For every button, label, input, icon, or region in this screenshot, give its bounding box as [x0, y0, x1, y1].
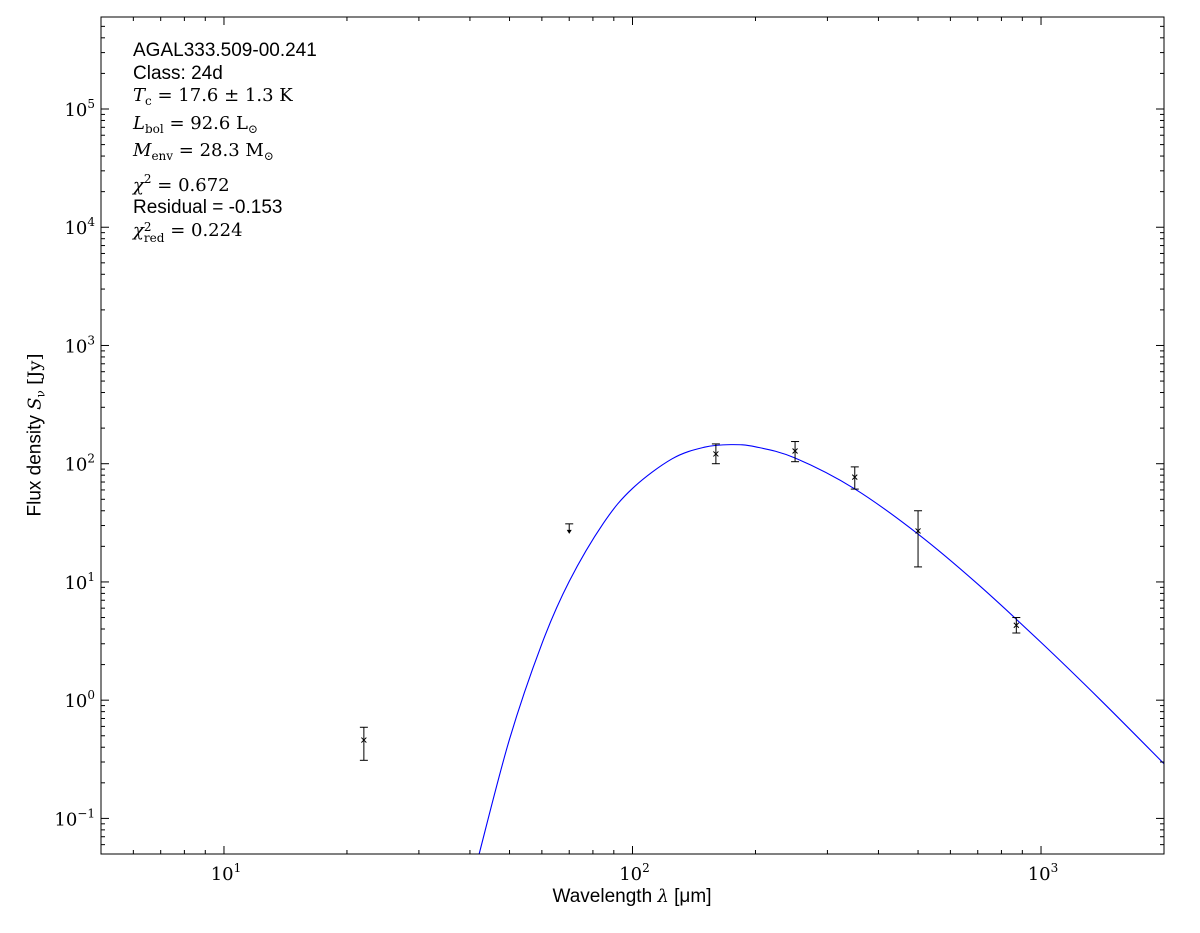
model-group [478, 444, 1164, 854]
data-point [915, 528, 921, 534]
reduced-chi-squared: χ 2 red = 0.224 [133, 219, 243, 245]
residual: Residual = -0.153 [133, 197, 283, 218]
data-point [792, 448, 798, 454]
x-tick-label: 103 [1028, 861, 1059, 885]
upper-limit-arrow [566, 529, 572, 534]
envelope-mass: Menv = 28.3 M⊙ [133, 140, 274, 163]
fit-annotations: AGAL333.509-00.241 Class: 24d Tc = 17.6 … [133, 40, 317, 244]
y-tick-label: 103 [64, 333, 95, 357]
data-point [713, 451, 719, 457]
y-tick-label: 102 [64, 452, 95, 476]
y-tick-label: 100 [64, 688, 95, 712]
temperature: Tc = 17.6 ± 1.3 K [133, 85, 293, 108]
x-tick-label: 102 [619, 861, 650, 885]
chi-squared: χ2 = 0.672 [133, 171, 230, 196]
y-tick-label: 10−1 [54, 806, 95, 830]
model-curve [478, 444, 1164, 854]
x-axis-label: Wavelength λ [μm] [552, 886, 712, 907]
y-axis-label: Flux density Sν [Jy] [24, 353, 48, 517]
data-point [1013, 622, 1020, 629]
x-tick-label: 101 [211, 861, 242, 885]
data-point [361, 737, 367, 743]
data-point [851, 474, 858, 480]
y-tick-label: 101 [64, 570, 95, 594]
luminosity: Lbol = 92.6 L⊙ [133, 112, 259, 136]
y-tick-label: 105 [64, 97, 95, 121]
y-tick-label: 104 [64, 215, 95, 239]
source-name: AGAL333.509-00.241 [133, 40, 317, 61]
source-class: Class: 24d [133, 62, 223, 84]
